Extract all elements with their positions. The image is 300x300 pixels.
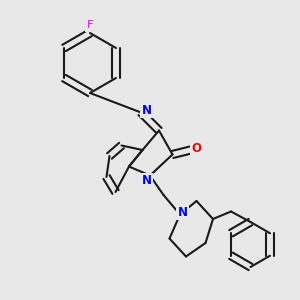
Text: O: O bbox=[191, 142, 202, 155]
Text: N: N bbox=[177, 206, 188, 219]
Text: F: F bbox=[87, 20, 93, 31]
Text: N: N bbox=[141, 103, 152, 117]
Text: N: N bbox=[142, 174, 152, 188]
